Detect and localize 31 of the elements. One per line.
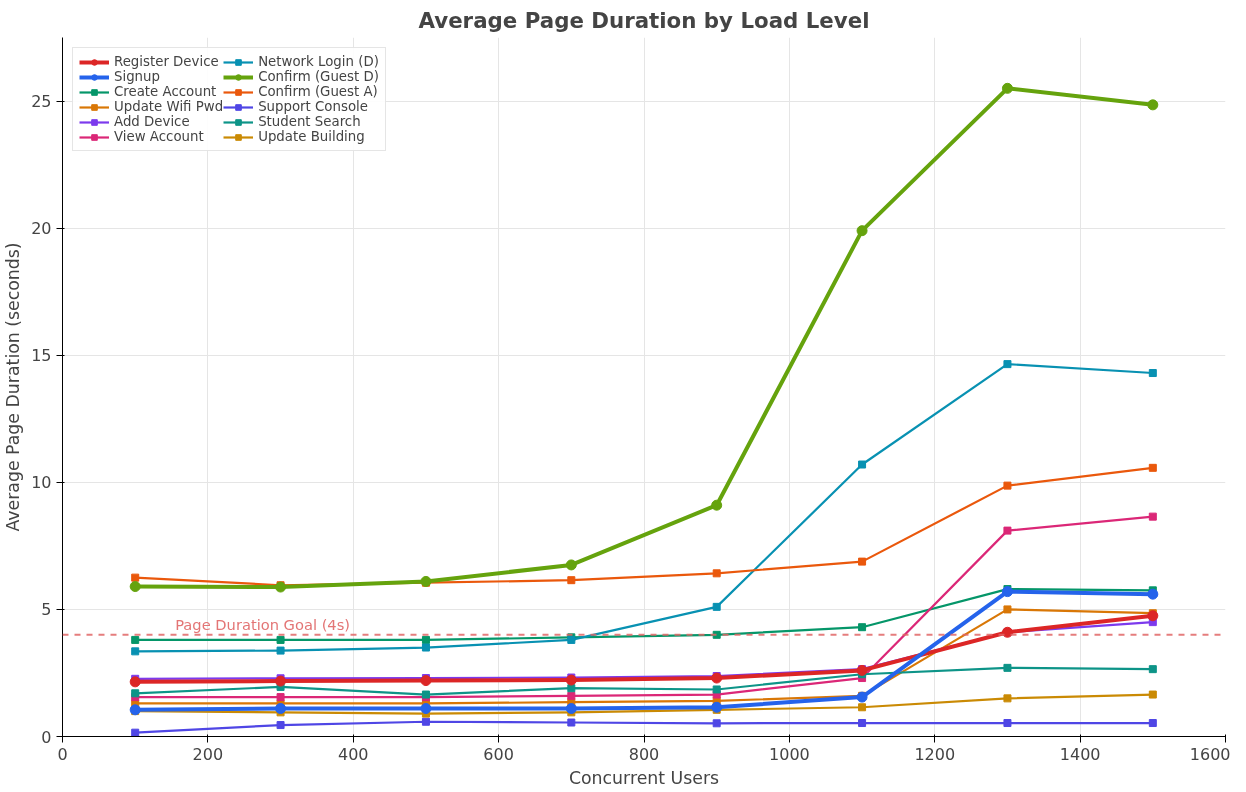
y-tick-label: 15	[31, 346, 52, 366]
ref-line-label: Page Duration Goal (4s)	[175, 615, 351, 633]
legend-label: Support Console	[258, 99, 368, 114]
x-tick-label: 600	[483, 744, 514, 764]
legend-label: Network Login (D)	[258, 54, 379, 69]
x-tick-label: 1200	[914, 744, 956, 764]
y-tick-label: 10	[31, 473, 52, 493]
y-tick-label: 20	[31, 219, 52, 239]
x-tick-label: 400	[337, 744, 369, 764]
legend-label: Student Search	[258, 114, 361, 129]
x-tick-label: 1000	[769, 744, 810, 764]
legend-label: Create Account	[114, 84, 217, 99]
y-tick-label: 5	[41, 600, 52, 620]
x-tick-label: 0	[57, 744, 68, 764]
x-tick-label: 1400	[1059, 744, 1101, 764]
legend-label: Update Wifi Pwd	[114, 99, 224, 114]
y-axis-title: Average Page Duration (seconds)	[3, 242, 24, 532]
x-tick-label: 800	[628, 744, 660, 764]
x-axis-title: Concurrent Users	[568, 767, 720, 788]
legend-label: View Account	[114, 129, 204, 144]
legend-label: Confirm (Guest D)	[258, 69, 379, 84]
legend-label: Add Device	[114, 114, 190, 129]
legend-label: Signup	[114, 69, 160, 84]
legend-label: Confirm (Guest A)	[258, 84, 378, 99]
legend-label: Update Building	[258, 129, 365, 144]
y-tick-label: 0	[41, 727, 52, 747]
x-tick-label: 1600	[1189, 744, 1231, 764]
chart-title: Average Page Duration by Load Level	[418, 7, 870, 33]
legend-label: Register Device	[114, 54, 219, 69]
y-tick-label: 25	[31, 92, 52, 112]
x-tick-label: 200	[192, 744, 224, 764]
